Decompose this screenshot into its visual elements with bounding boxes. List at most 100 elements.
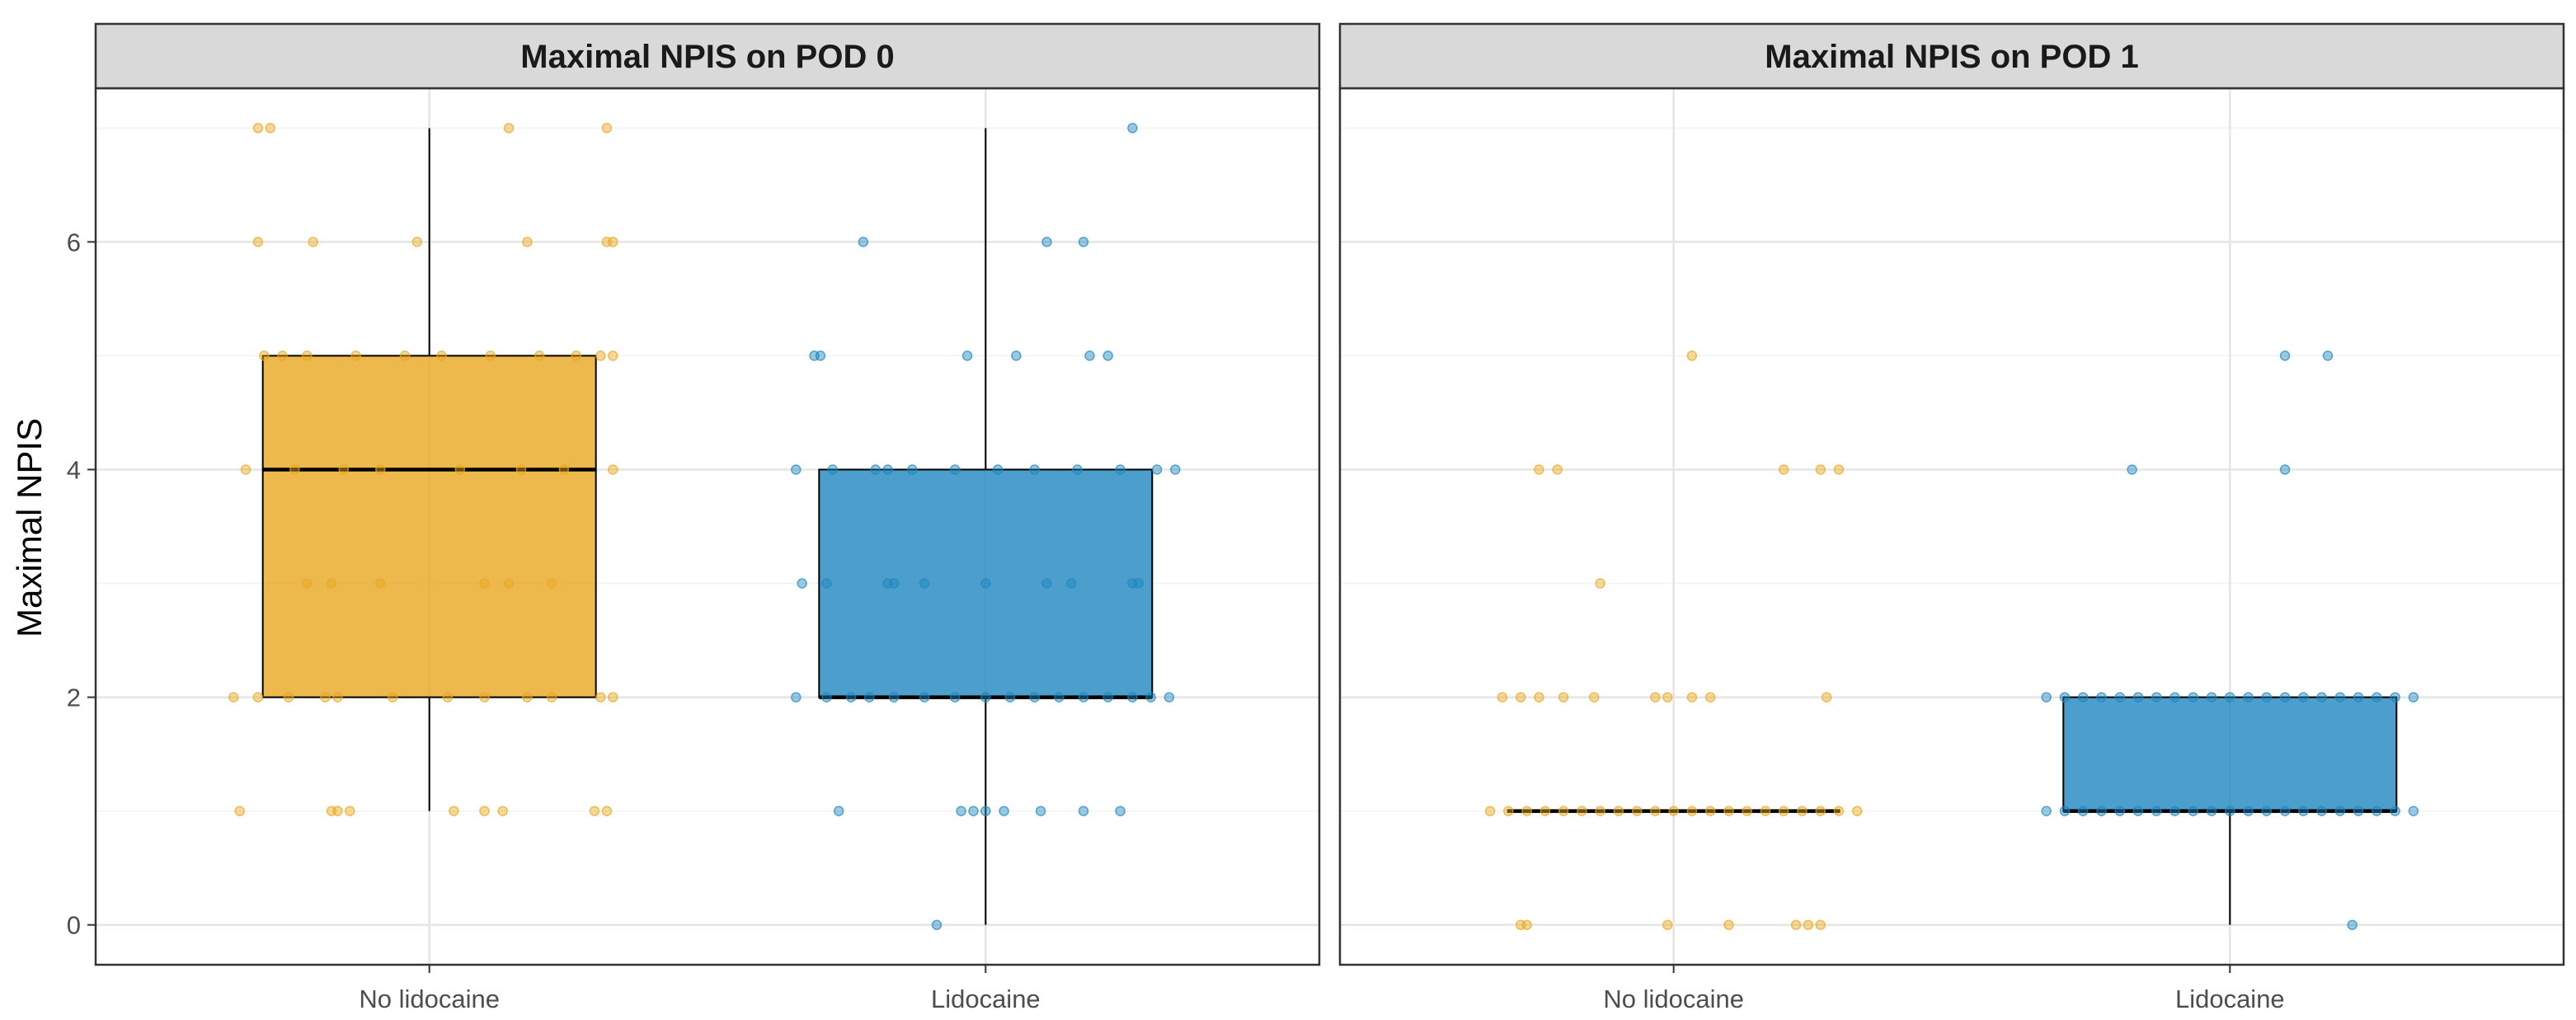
data-point bbox=[228, 692, 239, 703]
data-point bbox=[797, 578, 807, 589]
data-point bbox=[1041, 578, 1052, 589]
y-tick-label: 0 bbox=[67, 911, 81, 940]
data-point bbox=[1815, 806, 1826, 816]
data-point bbox=[2188, 806, 2199, 816]
data-point bbox=[332, 806, 343, 816]
data-point bbox=[999, 806, 1009, 816]
panel-background bbox=[1340, 88, 2564, 965]
data-point bbox=[2353, 692, 2364, 703]
data-point bbox=[302, 350, 313, 361]
data-point bbox=[2372, 692, 2382, 703]
data-point bbox=[845, 692, 857, 703]
data-point bbox=[2347, 919, 2357, 930]
facet-strip-title: Maximal NPIS on POD 0 bbox=[520, 39, 894, 75]
data-point bbox=[503, 578, 515, 589]
data-point bbox=[1078, 237, 1089, 247]
data-point bbox=[1503, 806, 1514, 816]
x-tick-label: No lidocaine bbox=[359, 985, 500, 1013]
data-point bbox=[949, 464, 961, 475]
x-tick-label: Lidocaine bbox=[931, 985, 1041, 1013]
data-point bbox=[1127, 692, 1138, 703]
data-point bbox=[968, 806, 979, 816]
data-point bbox=[1760, 806, 1771, 816]
data-point bbox=[1497, 692, 1508, 703]
data-point bbox=[240, 464, 251, 475]
data-point bbox=[882, 464, 893, 475]
data-point bbox=[821, 692, 832, 703]
data-point bbox=[888, 578, 900, 589]
y-tick-label: 2 bbox=[67, 684, 81, 712]
data-point bbox=[302, 578, 313, 589]
data-point bbox=[411, 237, 423, 247]
data-point bbox=[601, 806, 613, 816]
data-point bbox=[595, 350, 606, 361]
data-point bbox=[387, 692, 398, 703]
data-point bbox=[1521, 919, 1532, 930]
data-point bbox=[344, 806, 355, 816]
data-point bbox=[2298, 806, 2309, 816]
data-point bbox=[1723, 806, 1734, 816]
data-point bbox=[949, 692, 961, 703]
data-point bbox=[1163, 692, 1175, 703]
data-point bbox=[2316, 806, 2327, 816]
data-point bbox=[2096, 692, 2107, 703]
data-point bbox=[308, 237, 318, 247]
facet-panel-1: Maximal NPIS on POD 0 No lidocaine Lidocai… bbox=[67, 22, 1321, 1013]
data-point bbox=[326, 578, 337, 589]
data-point bbox=[1151, 464, 1163, 475]
data-point bbox=[283, 692, 294, 703]
facet-strip-title: Maximal NPIS on POD 1 bbox=[1765, 39, 2138, 75]
data-point bbox=[1484, 806, 1496, 816]
data-point bbox=[399, 350, 411, 361]
data-point bbox=[2114, 692, 2126, 703]
data-point bbox=[1054, 692, 1065, 703]
data-point bbox=[2316, 692, 2327, 703]
data-point bbox=[1552, 464, 1563, 475]
data-point bbox=[2243, 806, 2254, 816]
data-point bbox=[1833, 806, 1845, 816]
data-point bbox=[2261, 806, 2273, 816]
data-point bbox=[2206, 692, 2217, 703]
data-point bbox=[1041, 237, 1052, 247]
y-axis-title: Maximal NPIS bbox=[10, 418, 49, 637]
data-point bbox=[907, 464, 918, 475]
data-point bbox=[608, 692, 618, 703]
data-point bbox=[1035, 806, 1046, 816]
data-point bbox=[1833, 464, 1845, 475]
data-point bbox=[2059, 806, 2071, 816]
data-point bbox=[2298, 692, 2309, 703]
data-point bbox=[833, 806, 844, 816]
data-point bbox=[2132, 806, 2144, 816]
data-point bbox=[1631, 806, 1643, 816]
jitter-points bbox=[1484, 350, 2419, 930]
data-point bbox=[791, 692, 801, 703]
data-point bbox=[1815, 919, 1826, 930]
data-point bbox=[289, 464, 300, 475]
data-point bbox=[2334, 806, 2346, 816]
data-point bbox=[1515, 692, 1526, 703]
data-point bbox=[1084, 350, 1095, 361]
data-point bbox=[1595, 806, 1605, 816]
data-point bbox=[1662, 692, 1673, 703]
data-point bbox=[2279, 692, 2291, 703]
data-point bbox=[2279, 464, 2291, 475]
data-point bbox=[821, 578, 832, 589]
data-point bbox=[2279, 350, 2291, 361]
data-point bbox=[1588, 692, 1600, 703]
data-point bbox=[2041, 692, 2052, 703]
box-lidocaine bbox=[2062, 696, 2398, 812]
data-point bbox=[2334, 692, 2346, 703]
data-point bbox=[265, 123, 276, 134]
data-point bbox=[1686, 806, 1698, 816]
box-lidocaine bbox=[818, 468, 1154, 698]
data-point bbox=[2077, 692, 2089, 703]
data-point bbox=[1133, 578, 1145, 589]
data-point bbox=[1650, 806, 1661, 816]
data-point bbox=[234, 806, 245, 816]
data-point bbox=[1790, 919, 1802, 930]
data-point bbox=[1650, 692, 1661, 703]
data-point bbox=[1778, 464, 1789, 475]
data-point bbox=[980, 578, 991, 589]
data-point bbox=[497, 806, 508, 816]
data-point bbox=[436, 350, 447, 361]
